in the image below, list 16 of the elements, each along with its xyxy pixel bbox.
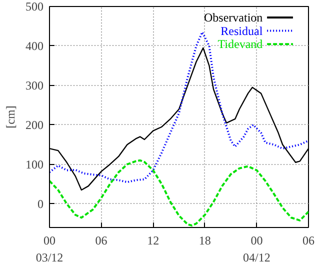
legend-label: Observation bbox=[204, 10, 263, 25]
legend-label: Residual bbox=[220, 24, 264, 38]
x-tick-label: 18 bbox=[198, 234, 211, 248]
y-tick-label: 400 bbox=[26, 38, 44, 53]
x-tick-label: 00 04/12 bbox=[243, 234, 270, 264]
x-tick-label: 06 bbox=[95, 234, 108, 248]
y-tick-label: 500 bbox=[26, 0, 44, 14]
y-tick-label: 200 bbox=[26, 118, 44, 132]
x-tick-label: 12 bbox=[147, 234, 160, 248]
y-tick-label: 300 bbox=[26, 78, 44, 92]
y-tick-label: 0 bbox=[38, 196, 44, 211]
x-tick-label: 00 03/12 bbox=[36, 234, 64, 264]
x-tick-label: 06 bbox=[302, 234, 314, 248]
y-axis-title: [cm] bbox=[4, 106, 18, 128]
y-tick-label: 100 bbox=[26, 157, 44, 172]
legend-label: Tidevand bbox=[218, 37, 263, 52]
